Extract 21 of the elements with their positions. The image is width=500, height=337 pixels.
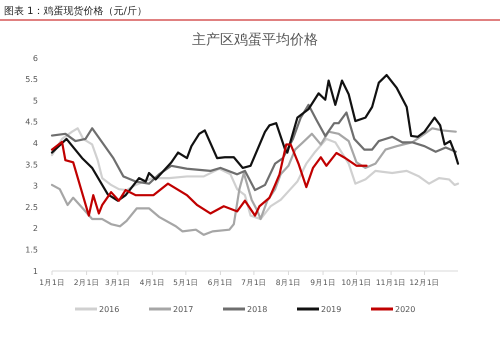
- legend-label: 2017: [173, 304, 194, 314]
- chart-title: 主产区鸡蛋平均价格: [192, 32, 318, 48]
- y-tick-label: 4.5: [25, 118, 38, 127]
- y-tick-label: 3.5: [25, 160, 38, 170]
- line-series: [50, 140, 368, 217]
- y-tick-label: 3: [32, 182, 38, 191]
- y-tick-label: 6: [32, 54, 38, 63]
- y-tick-label: 5.5: [25, 75, 38, 84]
- y-tick-label: 5: [32, 96, 38, 106]
- legend-label: 2018: [247, 304, 268, 314]
- y-tick-label: 1: [32, 266, 38, 276]
- text: 图表 1：鸡蛋现货价格（元/斤）: [4, 5, 147, 17]
- line-series: [50, 74, 460, 202]
- y-tick-label: 4: [32, 139, 38, 148]
- legend-label: 2016: [99, 304, 120, 314]
- legend-label: 2019: [321, 304, 342, 314]
- y-tick-label: 2: [32, 224, 38, 234]
- y-tick-label: 1.5: [25, 246, 38, 254]
- legend-label: 2020: [395, 304, 416, 314]
- y-tick-label: 2.5: [25, 202, 38, 212]
- line-series: [50, 104, 457, 192]
